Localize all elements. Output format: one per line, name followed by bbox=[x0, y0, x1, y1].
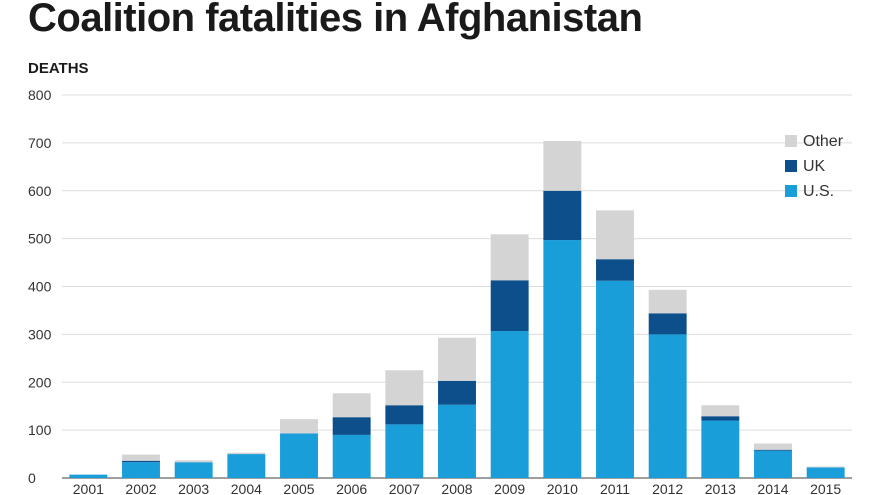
bar-other-2012 bbox=[648, 289, 687, 314]
bar-us-2013 bbox=[701, 420, 740, 478]
bar-us-2005 bbox=[280, 433, 318, 478]
bar-uk-2014 bbox=[754, 449, 792, 451]
x-tick-label: 2008 bbox=[441, 481, 472, 495]
bar-other-2002 bbox=[122, 454, 160, 461]
bar-uk-2006 bbox=[332, 417, 371, 435]
x-tick-label: 2013 bbox=[705, 481, 736, 495]
bar-us-2014 bbox=[754, 450, 792, 478]
bar-uk-2007 bbox=[385, 405, 424, 425]
legend-swatch-us bbox=[785, 185, 797, 197]
bar-uk-2011 bbox=[596, 259, 634, 281]
bar-other-2013 bbox=[701, 405, 740, 417]
bar-other-2011 bbox=[596, 210, 634, 260]
y-tick-label: 200 bbox=[28, 374, 52, 390]
y-axis-label: DEATHS bbox=[28, 60, 89, 77]
legend-swatch-other bbox=[785, 135, 797, 147]
legend-label-us: U.S. bbox=[803, 183, 834, 200]
bar-other-2007 bbox=[385, 370, 424, 406]
bar-us-2011 bbox=[596, 280, 634, 478]
bar-other-2006 bbox=[332, 393, 371, 418]
legend-label-uk: UK bbox=[803, 158, 826, 175]
bar-other-2003 bbox=[174, 460, 213, 463]
bar-uk-2012 bbox=[648, 313, 687, 335]
bar-us-2002 bbox=[122, 462, 160, 478]
x-tick-label: 2012 bbox=[652, 481, 683, 495]
y-tick-label: 400 bbox=[28, 279, 52, 295]
bar-uk-2013 bbox=[701, 416, 740, 421]
y-tick-label: 600 bbox=[28, 183, 52, 199]
bar-other-2014 bbox=[754, 443, 792, 450]
x-tick-label: 2015 bbox=[810, 481, 841, 495]
y-tick-label: 700 bbox=[28, 135, 52, 151]
chart-title: Coalition fatalities in Afghanistan bbox=[28, 0, 643, 40]
x-tick-label: 2001 bbox=[73, 481, 104, 495]
bar-other-2009 bbox=[490, 234, 529, 281]
bar-us-2003 bbox=[174, 462, 213, 478]
bar-us-2015 bbox=[806, 467, 845, 478]
bar-us-2006 bbox=[332, 434, 371, 478]
bar-us-2012 bbox=[648, 334, 687, 478]
bar-uk-2009 bbox=[490, 280, 529, 332]
bar-us-2009 bbox=[490, 331, 529, 478]
bar-uk-2002 bbox=[122, 460, 160, 463]
x-tick-label: 2002 bbox=[125, 481, 156, 495]
y-tick-label: 300 bbox=[28, 326, 52, 342]
y-tick-label: 500 bbox=[28, 231, 52, 247]
bar-uk-2010 bbox=[543, 190, 582, 241]
bar-us-2010 bbox=[543, 240, 582, 478]
bar-other-2005 bbox=[280, 419, 318, 434]
x-tick-label: 2006 bbox=[336, 481, 367, 495]
x-tick-label: 2005 bbox=[283, 481, 314, 495]
bar-us-2007 bbox=[385, 424, 424, 478]
x-tick-label: 2010 bbox=[547, 481, 578, 495]
x-tick-label: 2009 bbox=[494, 481, 525, 495]
bar-us-2001 bbox=[69, 474, 108, 478]
x-tick-label: 2014 bbox=[757, 481, 788, 495]
bar-other-2008 bbox=[438, 337, 476, 381]
x-tick-label: 2011 bbox=[600, 481, 630, 495]
bar-other-2004 bbox=[227, 452, 266, 455]
bar-other-2010 bbox=[543, 140, 582, 191]
legend-swatch-uk bbox=[785, 160, 797, 172]
bar-uk-2008 bbox=[438, 380, 476, 405]
y-tick-label: 800 bbox=[28, 87, 52, 103]
x-tick-label: 2004 bbox=[231, 481, 262, 495]
bar-us-2004 bbox=[227, 454, 266, 478]
bar-us-2008 bbox=[438, 404, 476, 478]
y-tick-label: 100 bbox=[28, 422, 52, 438]
legend-label-other: Other bbox=[803, 133, 844, 150]
x-tick-label: 2003 bbox=[178, 481, 209, 495]
x-tick-label: 2007 bbox=[389, 481, 420, 495]
y-tick-label: 0 bbox=[28, 470, 36, 486]
bar-other-2015 bbox=[806, 466, 845, 468]
